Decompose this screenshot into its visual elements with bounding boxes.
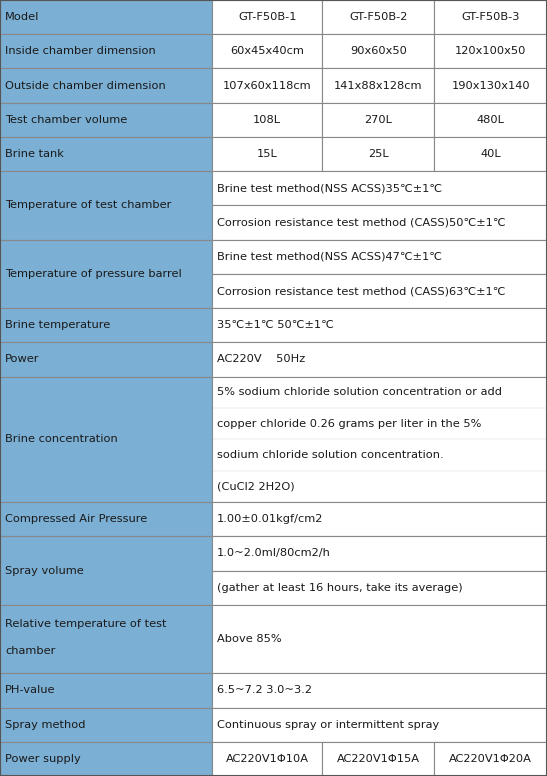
Bar bbox=[0, 605, 212, 674]
Bar bbox=[0, 536, 212, 605]
Bar bbox=[0, 308, 212, 342]
Text: 1.00±0.01kgf/cm2: 1.00±0.01kgf/cm2 bbox=[217, 514, 324, 525]
Text: 108L: 108L bbox=[253, 115, 281, 125]
Text: Model: Model bbox=[5, 12, 39, 23]
Bar bbox=[434, 102, 547, 137]
Text: AC220V    50Hz: AC220V 50Hz bbox=[217, 355, 305, 365]
Bar bbox=[0, 376, 212, 502]
Bar bbox=[212, 742, 322, 776]
Text: 107x60x118cm: 107x60x118cm bbox=[223, 81, 312, 91]
Bar bbox=[322, 68, 434, 102]
Text: copper chloride 0.26 grams per liter in the 5%: copper chloride 0.26 grams per liter in … bbox=[217, 419, 481, 428]
Text: GT-F50B-2: GT-F50B-2 bbox=[349, 12, 408, 23]
Bar bbox=[212, 206, 547, 240]
Text: 35℃±1℃ 50℃±1℃: 35℃±1℃ 50℃±1℃ bbox=[217, 320, 334, 331]
Bar bbox=[212, 102, 322, 137]
Bar bbox=[212, 708, 547, 742]
Bar bbox=[0, 137, 212, 171]
Text: 480L: 480L bbox=[477, 115, 504, 125]
Text: Spray method: Spray method bbox=[5, 719, 85, 729]
Text: Test chamber volume: Test chamber volume bbox=[5, 115, 127, 125]
Text: Temperature of test chamber: Temperature of test chamber bbox=[5, 200, 171, 210]
Bar bbox=[0, 708, 212, 742]
Text: (gather at least 16 hours, take its average): (gather at least 16 hours, take its aver… bbox=[217, 583, 463, 593]
Text: Compressed Air Pressure: Compressed Air Pressure bbox=[5, 514, 147, 525]
Text: Brine test method(NSS ACSS)35℃±1℃: Brine test method(NSS ACSS)35℃±1℃ bbox=[217, 183, 443, 193]
Bar bbox=[212, 171, 547, 206]
Bar bbox=[212, 376, 547, 502]
Bar bbox=[212, 342, 547, 376]
Text: Relative temperature of test: Relative temperature of test bbox=[5, 619, 166, 629]
Bar bbox=[322, 137, 434, 171]
Text: 15L: 15L bbox=[257, 149, 277, 159]
Text: AC220V1Φ15A: AC220V1Φ15A bbox=[337, 753, 420, 764]
Bar bbox=[212, 0, 322, 34]
Text: Temperature of pressure barrel: Temperature of pressure barrel bbox=[5, 268, 182, 279]
Bar bbox=[212, 68, 322, 102]
Text: Outside chamber dimension: Outside chamber dimension bbox=[5, 81, 166, 91]
Text: 60x45x40cm: 60x45x40cm bbox=[230, 47, 304, 57]
Text: 1.0~2.0ml/80cm2/h: 1.0~2.0ml/80cm2/h bbox=[217, 549, 331, 559]
Bar bbox=[0, 171, 212, 240]
Bar bbox=[212, 308, 547, 342]
Text: Above 85%: Above 85% bbox=[217, 634, 282, 644]
Text: GT-F50B-1: GT-F50B-1 bbox=[238, 12, 296, 23]
Bar bbox=[212, 674, 547, 708]
Text: Power: Power bbox=[5, 355, 39, 365]
Text: 40L: 40L bbox=[480, 149, 501, 159]
Text: 270L: 270L bbox=[364, 115, 392, 125]
Text: sodium chloride solution concentration.: sodium chloride solution concentration. bbox=[217, 450, 444, 460]
Text: 90x60x50: 90x60x50 bbox=[350, 47, 406, 57]
Text: 120x100x50: 120x100x50 bbox=[455, 47, 526, 57]
Text: Brine tank: Brine tank bbox=[5, 149, 64, 159]
Bar bbox=[0, 674, 212, 708]
Text: Corrosion resistance test method (CASS)50℃±1℃: Corrosion resistance test method (CASS)5… bbox=[217, 217, 506, 227]
Text: Continuous spray or intermittent spray: Continuous spray or intermittent spray bbox=[217, 719, 439, 729]
Bar bbox=[434, 34, 547, 68]
Text: Corrosion resistance test method (CASS)63℃±1℃: Corrosion resistance test method (CASS)6… bbox=[217, 286, 506, 296]
Bar bbox=[212, 605, 547, 674]
Text: Power supply: Power supply bbox=[5, 753, 81, 764]
Text: (CuCl2 2H2O): (CuCl2 2H2O) bbox=[217, 481, 295, 491]
Bar bbox=[212, 137, 322, 171]
Bar bbox=[212, 34, 322, 68]
Text: Brine test method(NSS ACSS)47℃±1℃: Brine test method(NSS ACSS)47℃±1℃ bbox=[217, 251, 442, 262]
Bar bbox=[434, 68, 547, 102]
Text: Brine concentration: Brine concentration bbox=[5, 435, 118, 445]
Text: Brine temperature: Brine temperature bbox=[5, 320, 110, 331]
Text: 5% sodium chloride solution concentration or add: 5% sodium chloride solution concentratio… bbox=[217, 387, 502, 397]
Text: 6.5~7.2 3.0~3.2: 6.5~7.2 3.0~3.2 bbox=[217, 685, 312, 695]
Bar bbox=[212, 536, 547, 570]
Bar bbox=[0, 342, 212, 376]
Bar bbox=[0, 502, 212, 536]
Text: 141x88x128cm: 141x88x128cm bbox=[334, 81, 422, 91]
Bar bbox=[0, 102, 212, 137]
Bar bbox=[322, 0, 434, 34]
Bar bbox=[0, 742, 212, 776]
Text: AC220V1Φ10A: AC220V1Φ10A bbox=[226, 753, 309, 764]
Bar bbox=[322, 34, 434, 68]
Text: Inside chamber dimension: Inside chamber dimension bbox=[5, 47, 156, 57]
Bar bbox=[0, 0, 212, 34]
Bar bbox=[212, 240, 547, 274]
Bar bbox=[0, 34, 212, 68]
Bar bbox=[0, 240, 212, 308]
Bar bbox=[434, 742, 547, 776]
Text: GT-F50B-3: GT-F50B-3 bbox=[462, 12, 520, 23]
Bar bbox=[212, 570, 547, 605]
Text: 190x130x140: 190x130x140 bbox=[451, 81, 530, 91]
Text: chamber: chamber bbox=[5, 646, 55, 656]
Text: AC220V1Φ20A: AC220V1Φ20A bbox=[449, 753, 532, 764]
Bar bbox=[212, 274, 547, 308]
Bar bbox=[434, 137, 547, 171]
Bar bbox=[434, 0, 547, 34]
Bar bbox=[212, 502, 547, 536]
Bar bbox=[322, 742, 434, 776]
Text: 25L: 25L bbox=[368, 149, 388, 159]
Bar bbox=[322, 102, 434, 137]
Bar bbox=[0, 68, 212, 102]
Text: PH-value: PH-value bbox=[5, 685, 55, 695]
Text: Spray volume: Spray volume bbox=[5, 566, 84, 576]
